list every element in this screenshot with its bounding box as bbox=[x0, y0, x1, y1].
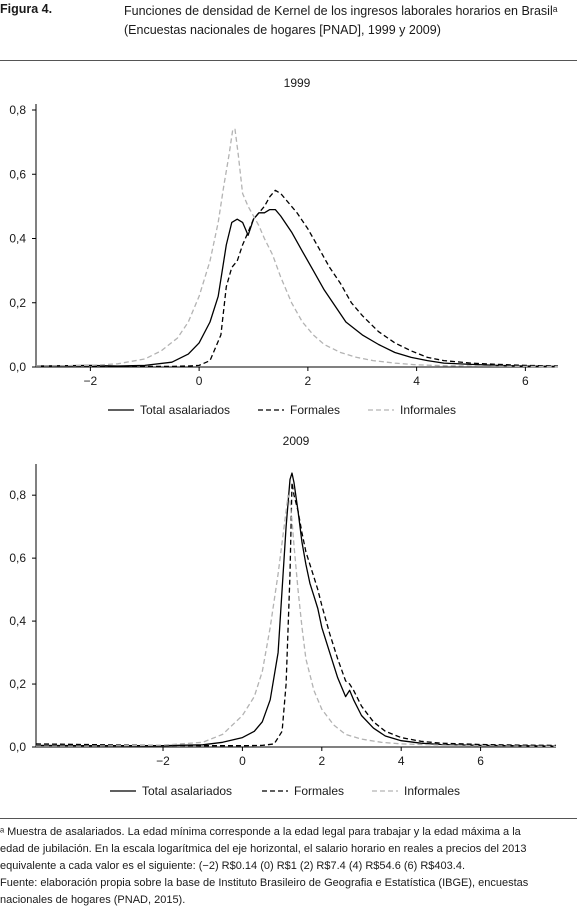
footnote: ᵃ Muestra de asalariados. La edad mínima… bbox=[0, 824, 575, 909]
footnote-line-3: equivalente a cada valor es el siguiente… bbox=[0, 860, 466, 872]
footnote-line-2: edad de jubilación. En la escala logarít… bbox=[0, 843, 527, 855]
chart-title: 1999 bbox=[284, 76, 311, 90]
series-line-2 bbox=[35, 481, 557, 747]
x-tick-label: 2 bbox=[305, 374, 312, 388]
x-tick-label: 4 bbox=[398, 754, 405, 768]
footnote-line-4: Fuente: elaboración propia sobre la base… bbox=[0, 877, 529, 889]
y-tick-label: 0,8 bbox=[9, 103, 26, 117]
series-line-3 bbox=[36, 494, 557, 748]
legend-label-2: Formales bbox=[294, 784, 344, 798]
figure-label: Figura 4. bbox=[0, 2, 53, 16]
legend-label-1: Total asalariados bbox=[140, 403, 230, 417]
figure-header: Figura 4. Funciones de densidad de Kerne… bbox=[0, 0, 577, 60]
series-line-1 bbox=[35, 208, 559, 368]
legend-label-3: Informales bbox=[404, 784, 460, 798]
legend-label-2: Formales bbox=[290, 403, 340, 417]
bottom-rule bbox=[0, 818, 577, 819]
x-tick-label: 4 bbox=[413, 374, 420, 388]
x-tick-label: 0 bbox=[196, 374, 203, 388]
x-tick-label: −2 bbox=[84, 374, 98, 388]
chart-2009: 2009 0,0 0,2 0,4 0,6 0,8 −2 0 2 4 6 Total asalariad… bbox=[9, 434, 557, 798]
y-tick-label: 0,4 bbox=[9, 614, 26, 628]
y-tick-label: 0,8 bbox=[9, 488, 26, 502]
x-tick-label: 6 bbox=[522, 374, 529, 388]
legend-label-1: Total asalariados bbox=[142, 784, 232, 798]
x-tick-label: 6 bbox=[477, 754, 484, 768]
series-line-2 bbox=[36, 189, 559, 368]
x-tick-label: −2 bbox=[156, 754, 170, 768]
chart-1999: 1999 0,0 0,2 0,4 0,6 0,8 −2 0 2 4 6 Total asalariad… bbox=[9, 76, 559, 417]
figure-title: Funciones de densidad de Kernel de los i… bbox=[124, 2, 574, 40]
x-tick-label: 2 bbox=[318, 754, 325, 768]
footnote-line-1: ᵃ Muestra de asalariados. La edad mínima… bbox=[0, 826, 521, 838]
y-tick-label: 0,6 bbox=[9, 167, 26, 181]
chart-title: 2009 bbox=[283, 434, 310, 448]
y-tick-label: 0,4 bbox=[9, 232, 26, 246]
y-tick-label: 0,0 bbox=[9, 740, 26, 754]
y-tick-label: 0,6 bbox=[9, 551, 26, 565]
footnote-line-5: nacionales de hogares (PNAD, 2015). bbox=[0, 894, 186, 906]
series-line-3 bbox=[35, 128, 559, 368]
figure-title-line-1: Funciones de densidad de Kernel de los i… bbox=[124, 4, 558, 18]
x-tick-label: 0 bbox=[239, 754, 246, 768]
y-tick-label: 0,0 bbox=[9, 360, 26, 374]
top-rule bbox=[0, 60, 577, 61]
legend-label-3: Informales bbox=[400, 403, 456, 417]
figure-title-line-2: (Encuestas nacionales de hogares [PNAD],… bbox=[124, 23, 441, 37]
y-tick-label: 0,2 bbox=[9, 677, 26, 691]
y-tick-label: 0,2 bbox=[9, 296, 26, 310]
series-line-1 bbox=[35, 472, 557, 747]
